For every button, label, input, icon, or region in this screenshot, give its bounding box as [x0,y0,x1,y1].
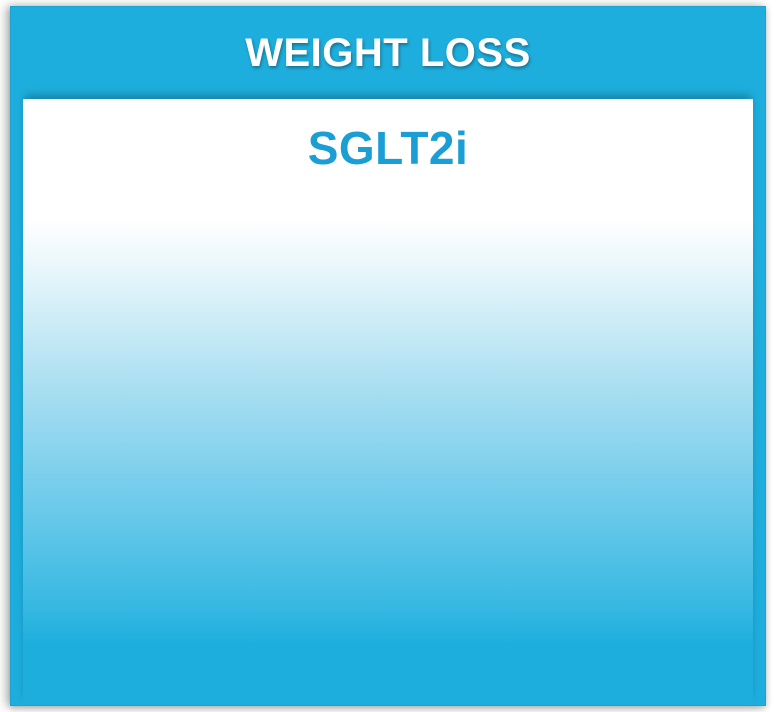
header-title: WEIGHT LOSS [245,30,531,75]
panel-title: SGLT2i [307,122,469,174]
content-panel: SGLT2i [23,99,753,705]
card-header: WEIGHT LOSS [11,7,765,99]
weight-loss-card: WEIGHT LOSS SGLT2i [10,6,766,706]
